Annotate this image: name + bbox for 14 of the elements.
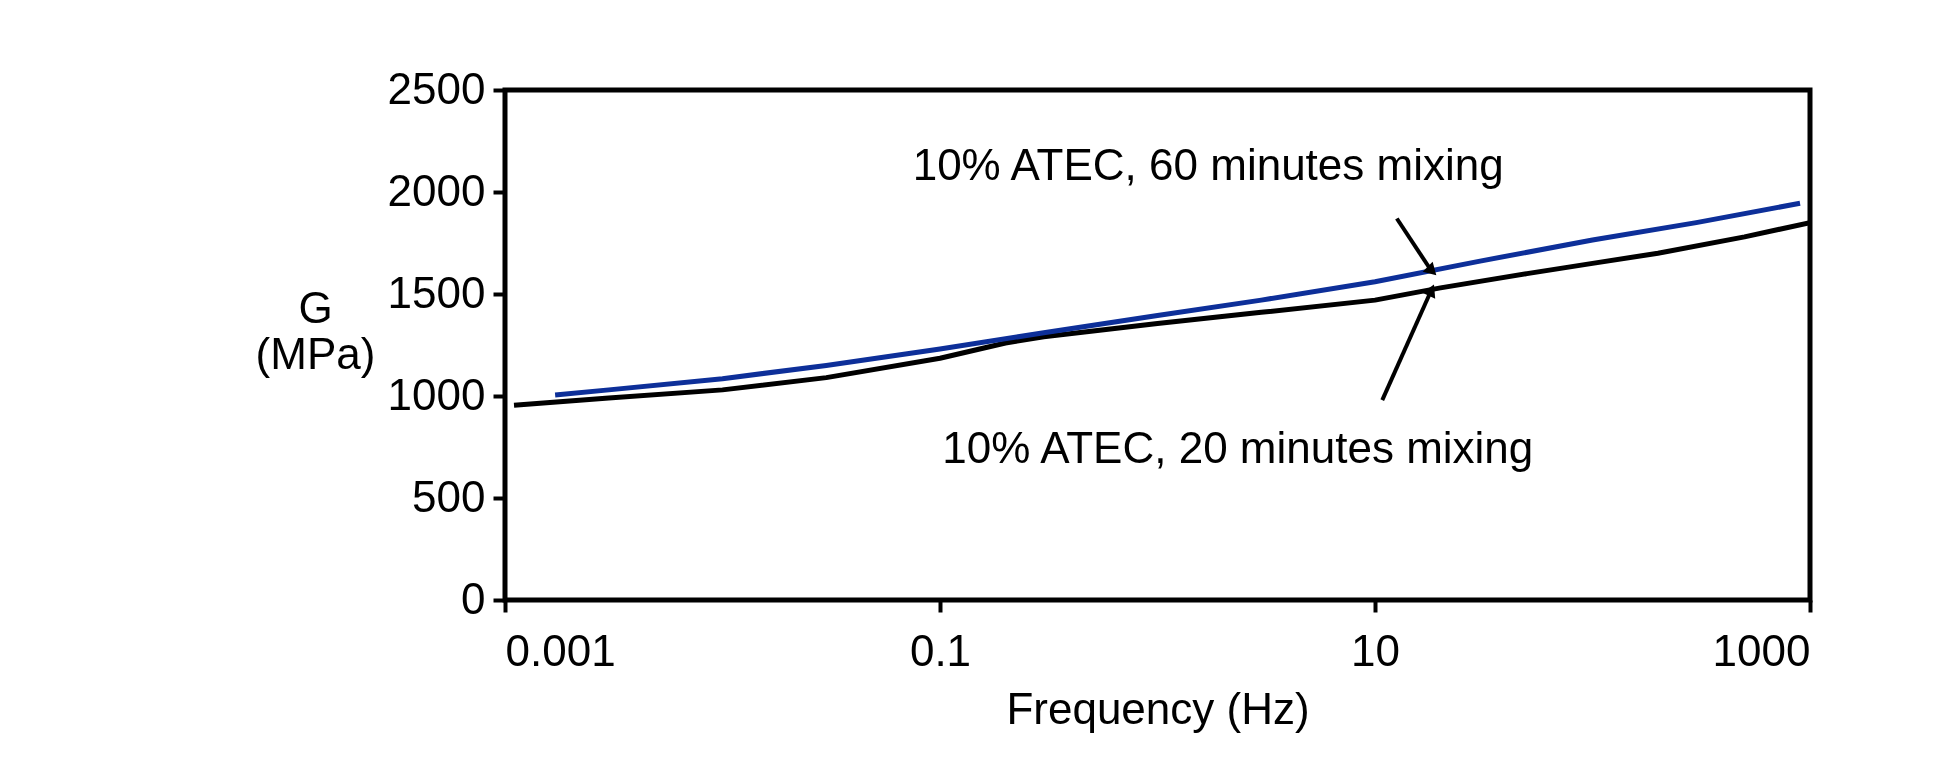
- y-tick-label: 2000: [387, 165, 486, 215]
- annotation: 10% ATEC, 20 minutes mixing: [942, 422, 1534, 472]
- y-tick-label: 1500: [387, 267, 486, 317]
- y-tick-label: 0: [461, 573, 486, 623]
- annotation: 10% ATEC, 60 minutes mixing: [912, 139, 1504, 189]
- y-axis-title: G (MPa): [255, 282, 376, 378]
- y-tick-label: 500: [412, 471, 486, 521]
- x-tick-label: 0.001: [505, 625, 616, 675]
- x-tick-label: 10: [1351, 625, 1400, 675]
- x-tick-label: 0.1: [909, 625, 972, 675]
- x-axis-title: Frequency (Hz): [1006, 683, 1310, 733]
- y-tick-label: 2500: [387, 63, 486, 113]
- y-tick-label: 1000: [387, 369, 486, 419]
- x-tick-label: 1000: [1712, 625, 1811, 675]
